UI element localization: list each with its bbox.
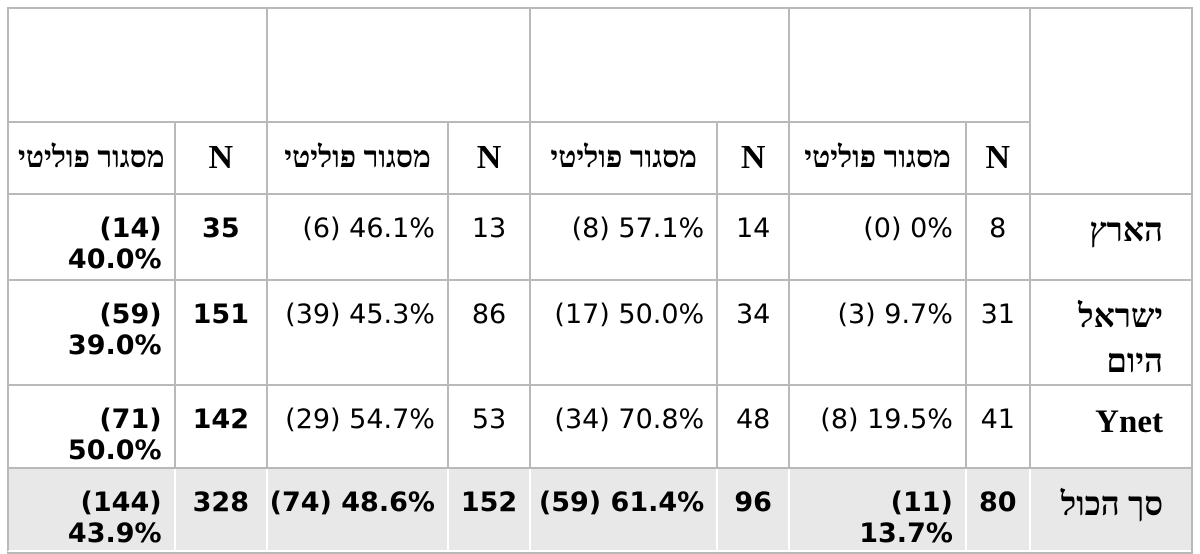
n-header-2025: N [446,123,530,195]
n-cell: 13 [446,195,530,281]
framing-header-2023: מסגור פוליטי [788,123,965,195]
n-cell: 152 [446,469,530,553]
framing-cell: (59) 61.4% [529,469,717,553]
n-cell: 86 [446,281,530,387]
framing-cell: (29) 54.7% [266,386,447,470]
n-cell: 80 [964,469,1029,553]
n-cell: 14 [716,195,789,281]
framing-header-total: מסגור פוליטי [7,123,174,195]
framing-by-year-table: עיתון/ שנה 2023 2024 2025 סך הכול N מסגו… [7,7,1193,554]
year-header-row: עיתון/ שנה 2023 2024 2025 סך הכול [7,9,1191,195]
n-header-total: N [173,123,267,195]
n-header-2024: N [716,123,789,195]
sub-header-row: N מסגור פוליטי N מסגור פוליטי N מסגור פו… [7,123,1191,195]
n-cell: 8 [964,195,1029,281]
page: עיתון/ שנה 2023 2024 2025 סך הכול N מסגו… [7,7,1193,554]
row-label-ynet: Ynet [1028,386,1191,470]
framing-cell: (0) 0% [788,195,965,281]
n-cell: 31 [964,281,1029,387]
n-cell-total: 35 [173,195,267,281]
year-header-2025: 2025 [266,9,530,123]
n-cell: 41 [964,386,1029,470]
n-header-2023: N [964,123,1029,195]
year-header-2024: 2024 [529,9,789,123]
n-cell: 96 [716,469,789,553]
row-total: סך הכול 80 (11) 13.7% 96 (59) 61.4% 152 … [7,469,1191,553]
framing-cell: (17) 50.0% [529,281,717,387]
framing-cell-total: (59) 39.0% [7,281,174,387]
corner-header: עיתון/ שנה [1028,9,1191,195]
framing-cell: (11) 13.7% [788,469,965,553]
row-ynet: Ynet 41 (8) 19.5% 48 (34) 70.8% 53 (29) … [7,386,1191,470]
framing-cell: (8) 19.5% [788,386,965,470]
framing-cell-total: (144) 43.9% [7,469,174,553]
framing-cell: (74) 48.6% [266,469,447,553]
n-cell: 34 [716,281,789,387]
framing-cell: (39) 45.3% [266,281,447,387]
row-label-haaretz: הארץ [1028,195,1191,281]
n-cell: 48 [716,386,789,470]
framing-cell: (3) 9.7% [788,281,965,387]
framing-cell: (6) 46.1% [266,195,447,281]
n-cell-total: 142 [173,386,267,470]
row-haaretz: הארץ 8 (0) 0% 14 (8) 57.1% 13 (6) 46.1% … [7,195,1191,281]
row-label-israel-hayom: ישראל היום [1028,281,1191,387]
framing-cell-total: (71) 50.0% [7,386,174,470]
framing-header-2024: מסגור פוליטי [529,123,717,195]
framing-cell: (34) 70.8% [529,386,717,470]
n-cell: 53 [446,386,530,470]
year-header-2023: 2023 [788,9,1029,123]
framing-cell: (8) 57.1% [529,195,717,281]
year-header-total: סך הכול [7,9,267,123]
row-label-total: סך הכול [1028,469,1191,553]
n-cell-total: 151 [173,281,267,387]
row-israel-hayom: ישראל היום 31 (3) 9.7% 34 (17) 50.0% 86 … [7,281,1191,387]
n-cell-total: 328 [173,469,267,553]
framing-cell-total: (14) 40.0% [7,195,174,281]
framing-header-2025: מסגור פוליטי [266,123,447,195]
